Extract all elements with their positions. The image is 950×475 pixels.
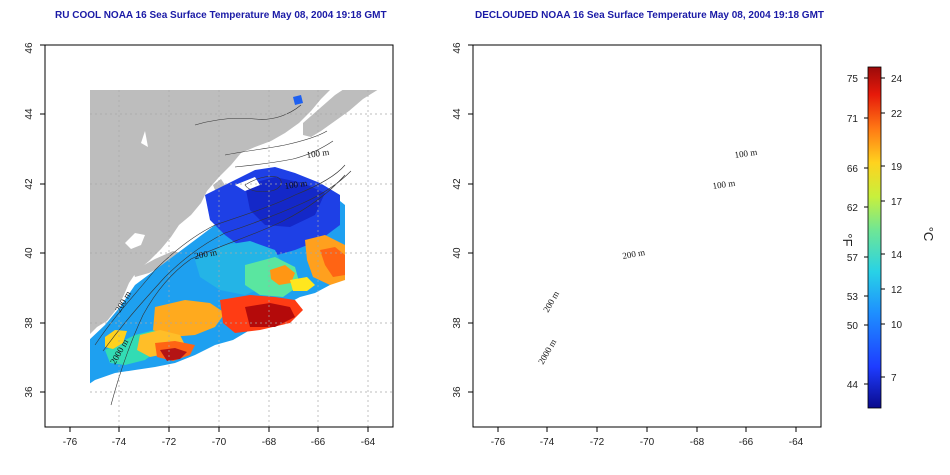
colorbar-c-tick: 19 <box>891 162 903 173</box>
right-y-axis <box>468 44 473 393</box>
colorbar-f-tick: 57 <box>847 253 859 264</box>
isobath-label: 200 m <box>194 247 218 261</box>
right-y-tick-label: 36 <box>452 386 463 398</box>
left-x-tick-label: -74 <box>112 437 127 448</box>
left-panel-title: RU COOL NOAA 16 Sea Surface Temperature … <box>55 10 387 21</box>
colorbar-c-tick: 17 <box>891 197 903 208</box>
left-y-tick-label: 38 <box>24 317 35 329</box>
left-y-axis <box>40 44 45 393</box>
left-map: 100 m 100 m 200 m 200 m 2000 m <box>44 44 394 428</box>
colorbar-f-tick: 53 <box>847 292 859 303</box>
right-panel-title: DECLOUDED NOAA 16 Sea Surface Temperatur… <box>475 10 825 21</box>
colorbar-f-tick: 71 <box>847 114 859 125</box>
colorbar-f-tick: 50 <box>847 321 859 332</box>
colorbar-c-tick: 7 <box>891 373 897 384</box>
colorbar-f-tick: 62 <box>847 203 859 214</box>
right-x-tick-label: -74 <box>540 437 555 448</box>
isobath-label: 200 m <box>622 247 646 261</box>
left-y-tick-label: 46 <box>24 42 35 54</box>
left-y-tick-label: 44 <box>24 108 35 120</box>
colorbar-gradient <box>867 66 882 409</box>
left-y-tick-label: 40 <box>24 247 35 259</box>
left-y-tick-label: 42 <box>24 178 35 190</box>
right-y-tick-label: 42 <box>452 178 463 190</box>
right-x-tick-label: -68 <box>690 437 705 448</box>
left-x-tick-label: -66 <box>311 437 326 448</box>
right-x-tick-label: -64 <box>789 437 804 448</box>
colorbar-c-tick: 22 <box>891 109 903 120</box>
left-x-tick-label: -72 <box>162 437 177 448</box>
left-y-tick-label: 36 <box>24 386 35 398</box>
left-x-tick-label: -64 <box>361 437 376 448</box>
right-map: 100 m 100 m 200 m 200 m 2000 m <box>472 44 822 428</box>
colorbar-f-tick: 44 <box>847 380 859 391</box>
right-x-tick-label: -76 <box>491 437 506 448</box>
right-x-tick-label: -72 <box>590 437 605 448</box>
right-y-tick-label: 40 <box>452 247 463 259</box>
colorbar-f-tick: 75 <box>847 74 859 85</box>
colorbar-celsius-unit: °C <box>921 227 936 242</box>
right-x-axis <box>497 427 797 432</box>
right-y-tick-label: 38 <box>452 317 463 329</box>
isobath-label: 100 m <box>284 178 308 191</box>
left-x-tick-label: -70 <box>212 437 227 448</box>
right-y-tick-label: 46 <box>452 42 463 54</box>
colorbar-c-tick: 10 <box>891 320 903 331</box>
isobath-label: 100 m <box>306 147 330 160</box>
left-x-tick-label: -76 <box>63 437 78 448</box>
isobath-label: 100 m <box>712 178 736 191</box>
colorbar-c-tick: 24 <box>891 74 903 85</box>
right-y-tick-label: 44 <box>452 108 463 120</box>
colorbar: 75 71 66 62 57 53 50 44 24 22 19 17 14 1… <box>840 66 936 409</box>
left-x-axis <box>69 427 369 432</box>
colorbar-c-tick: 14 <box>891 250 903 261</box>
colorbar-f-tick: 66 <box>847 164 859 175</box>
colorbar-fahrenheit-unit: °F <box>840 233 855 246</box>
right-x-tick-label: -70 <box>640 437 655 448</box>
left-x-tick-label: -68 <box>262 437 277 448</box>
right-x-tick-label: -66 <box>739 437 754 448</box>
isobath-label: 100 m <box>734 147 758 160</box>
colorbar-c-tick: 12 <box>891 285 903 296</box>
